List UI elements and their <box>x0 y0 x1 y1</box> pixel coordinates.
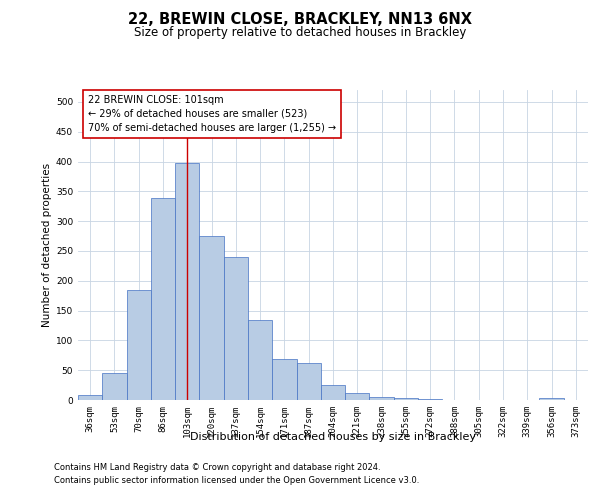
Bar <box>175 162 199 400</box>
Bar <box>296 363 321 400</box>
Bar <box>78 395 102 400</box>
Text: 22, BREWIN CLOSE, BRACKLEY, NN13 6NX: 22, BREWIN CLOSE, BRACKLEY, NN13 6NX <box>128 12 472 28</box>
Bar <box>370 397 394 400</box>
Bar <box>102 372 127 400</box>
Text: Distribution of detached houses by size in Brackley: Distribution of detached houses by size … <box>190 432 476 442</box>
Bar <box>394 398 418 400</box>
Bar <box>539 398 564 400</box>
Bar <box>127 290 151 400</box>
Text: Contains HM Land Registry data © Crown copyright and database right 2024.: Contains HM Land Registry data © Crown c… <box>54 464 380 472</box>
Bar <box>345 394 370 400</box>
Text: Size of property relative to detached houses in Brackley: Size of property relative to detached ho… <box>134 26 466 39</box>
Bar <box>248 320 272 400</box>
Bar <box>321 385 345 400</box>
Bar <box>151 198 175 400</box>
Y-axis label: Number of detached properties: Number of detached properties <box>42 163 52 327</box>
Bar <box>272 360 296 400</box>
Text: Contains public sector information licensed under the Open Government Licence v3: Contains public sector information licen… <box>54 476 419 485</box>
Bar <box>418 399 442 400</box>
Bar <box>224 257 248 400</box>
Text: 22 BREWIN CLOSE: 101sqm
← 29% of detached houses are smaller (523)
70% of semi-d: 22 BREWIN CLOSE: 101sqm ← 29% of detache… <box>88 94 337 132</box>
Bar <box>199 236 224 400</box>
